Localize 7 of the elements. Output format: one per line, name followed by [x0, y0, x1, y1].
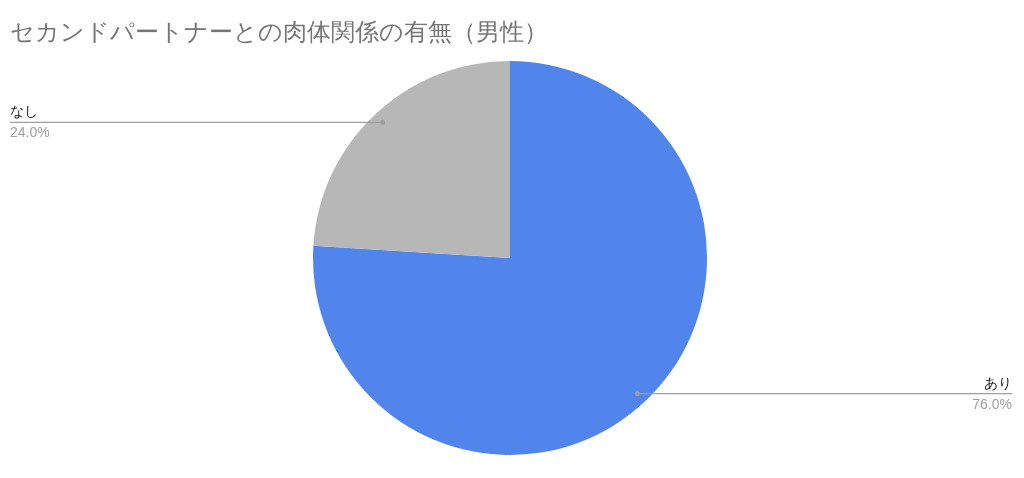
data-label: 24.0% [10, 124, 50, 141]
pie-slice [313, 61, 707, 455]
chart-title: セカンドパートナーとの肉体関係の有無（男性） [10, 18, 548, 45]
slice-label: あり [984, 374, 1012, 391]
data-label: 76.0% [972, 395, 1012, 412]
slice-label: なし [10, 103, 38, 120]
pie-slice [313, 61, 510, 258]
